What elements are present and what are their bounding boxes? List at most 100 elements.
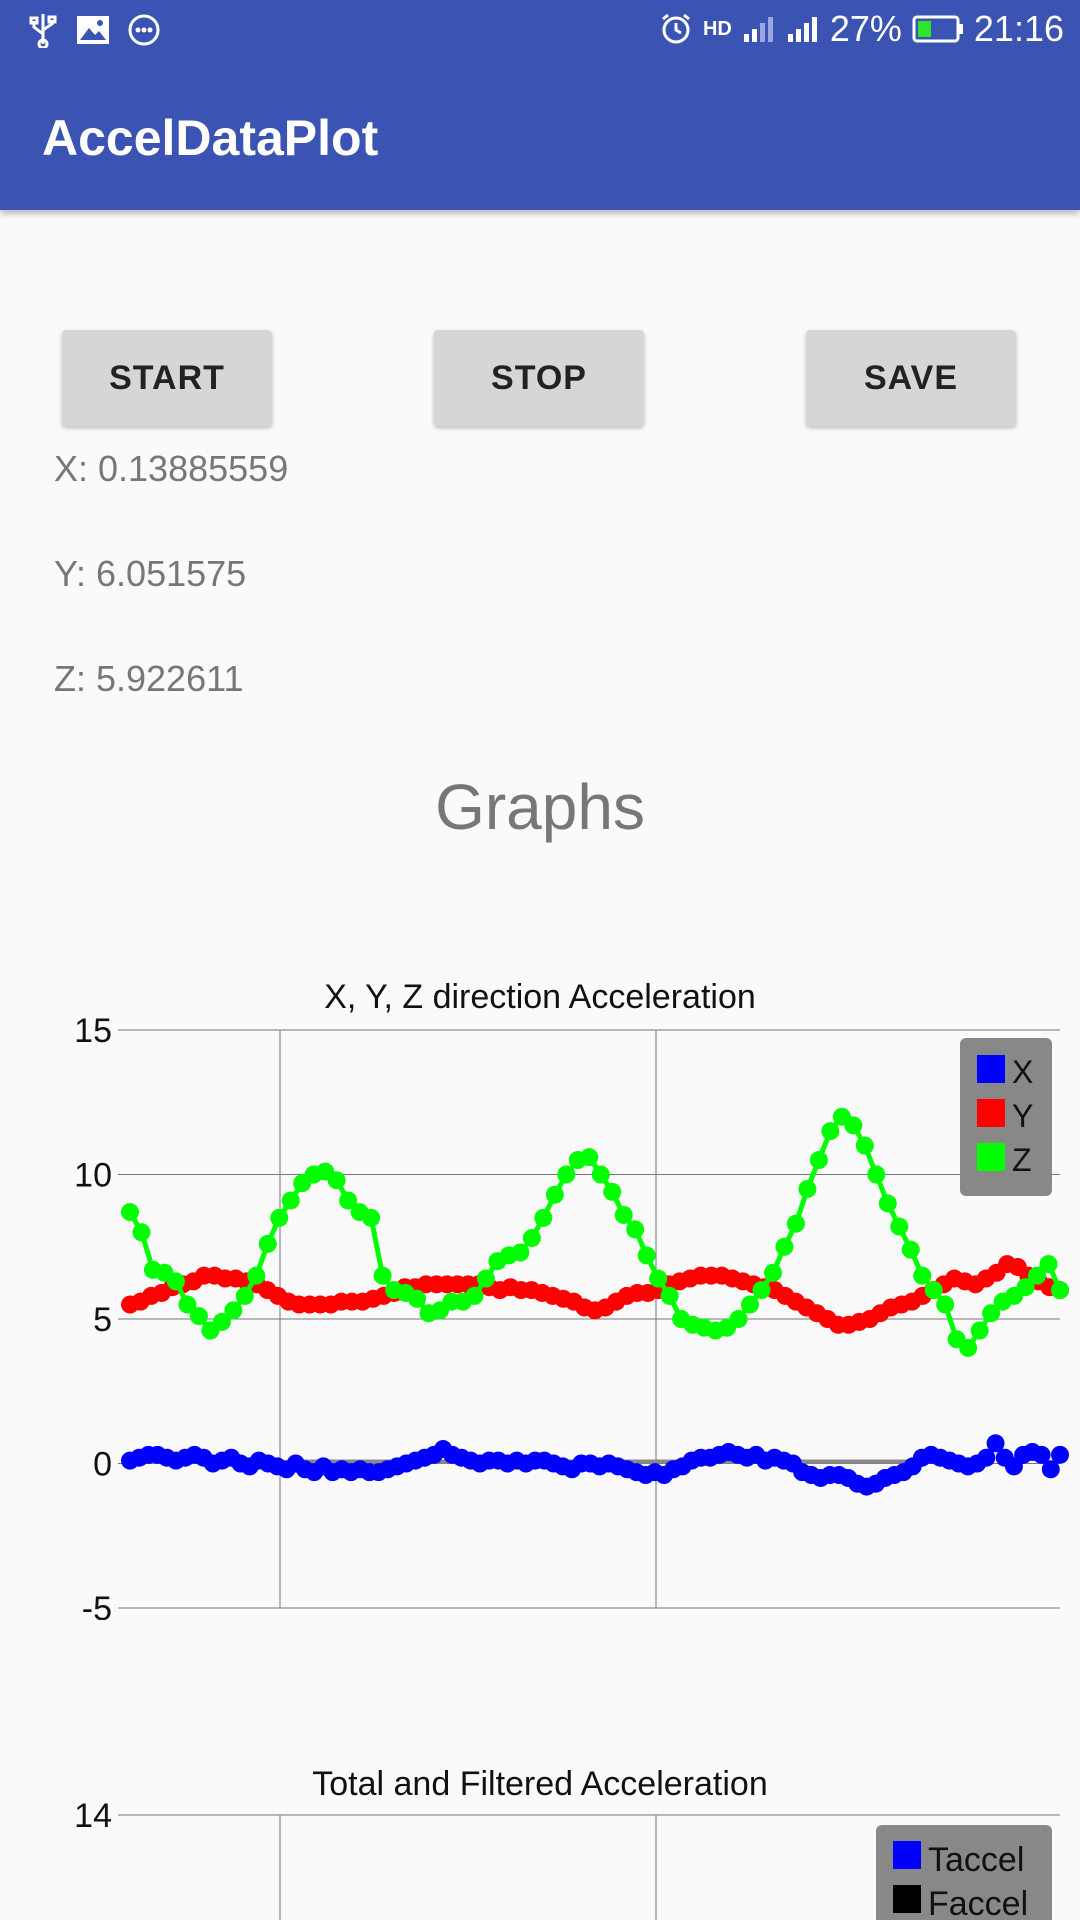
y-reading: Y: 6.051575 (54, 553, 247, 594)
data-point-z (626, 1220, 645, 1239)
data-point-z (534, 1208, 553, 1227)
battery-percent: 27% (829, 8, 902, 49)
data-point-z (132, 1223, 151, 1242)
data-point-z (637, 1246, 656, 1265)
data-point-z (913, 1266, 932, 1285)
data-point-z (959, 1338, 978, 1357)
graphs-heading: Graphs (435, 771, 645, 843)
data-point-z (649, 1269, 668, 1288)
hd-label: HD (702, 17, 732, 40)
chart-series (121, 1107, 1069, 1496)
signal-icon (787, 17, 817, 42)
data-point-z (121, 1203, 139, 1222)
data-point-z (591, 1165, 610, 1184)
chart-legend: Taccel Faccel (876, 1825, 1052, 1920)
data-point-z (775, 1237, 794, 1256)
z-reading: Z: 5.922611 (54, 658, 244, 699)
data-point-x (1041, 1460, 1060, 1479)
legend-label: X (1012, 1054, 1033, 1090)
data-point-z (580, 1148, 599, 1167)
chart-y-ticks: 15 10 5 0 -5 (74, 1012, 112, 1620)
battery-icon (912, 15, 963, 43)
chart-title: X, Y, Z direction Acceleration (324, 978, 756, 1016)
data-point-z (786, 1214, 805, 1233)
data-point-z (901, 1240, 920, 1259)
data-point-z (189, 1307, 208, 1326)
y-tick-label: 10 (74, 1157, 112, 1195)
data-point-z (258, 1234, 277, 1253)
y-tick-label: -5 (82, 1590, 112, 1620)
usb-icon (29, 14, 57, 48)
data-point-z (821, 1122, 840, 1141)
chart-title: Total and Filtered Acceleration (312, 1765, 767, 1803)
alarm-icon (662, 13, 690, 44)
data-point-z (373, 1266, 392, 1285)
data-point-z (545, 1185, 564, 1204)
legend-box (960, 1038, 1052, 1196)
data-point-z (798, 1179, 817, 1198)
legend-swatch (893, 1885, 921, 1913)
x-reading: X: 0.13885559 (54, 448, 289, 489)
data-point-z (557, 1165, 576, 1184)
data-point-z (660, 1286, 679, 1305)
total-filtered-acceleration-chart[interactable]: Total and Filtered Acceleration 14 Tacce… (0, 1745, 1080, 1920)
data-point-z (166, 1272, 185, 1291)
series-line-z (127, 1113, 1063, 1352)
data-point-z (327, 1171, 346, 1190)
legend-label: Z (1012, 1142, 1032, 1178)
data-point-z (212, 1312, 231, 1331)
data-point-z (408, 1289, 427, 1308)
y-tick-label: 0 (93, 1446, 112, 1484)
chart-grid (118, 1029, 1060, 1609)
data-point-z (924, 1281, 943, 1300)
data-point-z (1039, 1255, 1058, 1274)
xyz-acceleration-chart[interactable]: X, Y, Z direction Acceleration 151050-5 … (0, 960, 1080, 1620)
data-point-z (1028, 1266, 1047, 1285)
data-point-z (844, 1116, 863, 1135)
data-point-z (809, 1151, 828, 1170)
status-left-icons (28, 12, 160, 48)
data-point-z (970, 1321, 989, 1340)
data-point-z (741, 1295, 759, 1314)
y-tick-label: 15 (74, 1012, 112, 1050)
data-point-z (1016, 1278, 1035, 1297)
more-icon (128, 14, 160, 46)
legend-swatch (977, 1099, 1005, 1127)
data-point-z (476, 1269, 495, 1288)
status-bar: HD 27% 21:16 (0, 0, 1080, 63)
data-point-z (178, 1295, 197, 1314)
signal-icon (743, 17, 773, 42)
data-point-z (878, 1194, 897, 1213)
status-right-area: HD 27% 21:16 (659, 8, 1064, 50)
data-point-z (936, 1295, 955, 1314)
data-point-z (614, 1205, 633, 1224)
image-icon (77, 16, 109, 44)
data-point-z (247, 1266, 266, 1285)
data-point-z (855, 1136, 874, 1155)
data-point-z (235, 1286, 254, 1305)
data-point-z (270, 1208, 289, 1227)
data-point-x (986, 1434, 1005, 1453)
data-point-z (511, 1243, 530, 1262)
start-button[interactable]: START (62, 330, 272, 426)
chart-y-ticks: 14 (74, 1797, 112, 1835)
data-point-z (362, 1208, 381, 1227)
data-point-z (1051, 1281, 1069, 1300)
data-point-z (603, 1182, 622, 1201)
data-point-z (224, 1301, 243, 1320)
chart-legend: XYZ (960, 1038, 1052, 1196)
data-point-z (522, 1229, 541, 1248)
stop-button[interactable]: STOP (434, 330, 644, 426)
app-bar: AccelDataPlot (0, 63, 1080, 210)
legend-label: Faccel (928, 1885, 1028, 1920)
data-point-z (339, 1191, 358, 1210)
legend-swatch (977, 1143, 1005, 1171)
data-point-z (752, 1281, 771, 1300)
data-point-z (867, 1165, 886, 1184)
data-point-x (977, 1448, 996, 1467)
save-button[interactable]: SAVE (806, 330, 1016, 426)
data-point-z (281, 1191, 300, 1210)
app-title: AccelDataPlot (42, 110, 379, 166)
data-point-z (465, 1286, 484, 1305)
chart-grid (118, 1814, 1060, 1920)
